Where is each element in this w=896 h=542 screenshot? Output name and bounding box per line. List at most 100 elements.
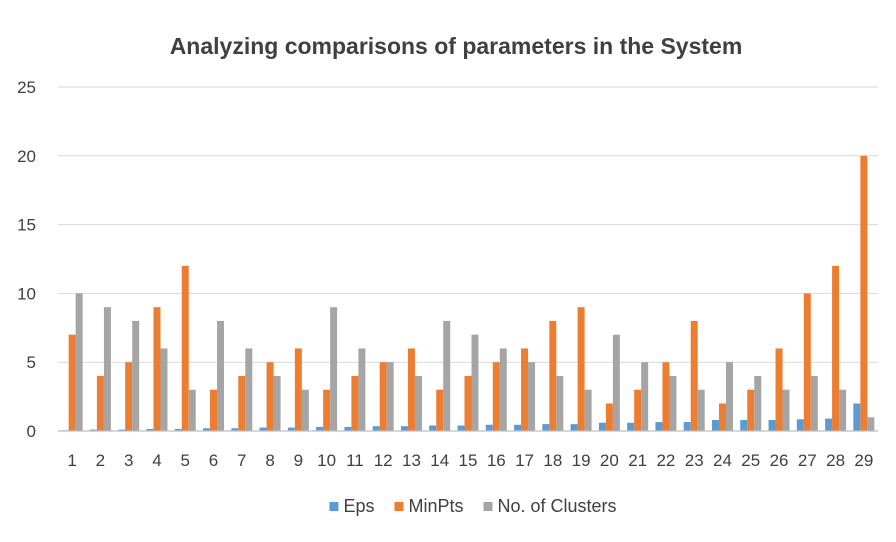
bar-eps-3: [118, 429, 126, 431]
bar-minpts-29: [860, 155, 868, 432]
x-tick-label: 8: [265, 451, 274, 470]
bar-no-of-clusters-14: [443, 320, 451, 431]
x-tick-label: 29: [854, 451, 873, 470]
bar-eps-12: [372, 426, 380, 431]
bar-no-of-clusters-7: [245, 348, 253, 431]
bar-no-of-clusters-12: [386, 362, 394, 431]
bar-eps-9: [287, 427, 295, 431]
bar-eps-16: [485, 424, 493, 431]
bar-no-of-clusters-24: [725, 362, 733, 431]
bars: [61, 155, 875, 432]
bar-eps-14: [429, 425, 437, 431]
bar-minpts-8: [266, 362, 274, 431]
x-tick-label: 22: [656, 451, 675, 470]
bar-eps-23: [683, 422, 691, 431]
bar-minpts-2: [96, 375, 104, 431]
x-tick-label: 5: [181, 451, 190, 470]
y-tick-label: 25: [17, 78, 36, 97]
bar-minpts-6: [210, 389, 218, 431]
bar-minpts-9: [294, 348, 302, 431]
x-tick-label: 21: [628, 451, 647, 470]
bar-no-of-clusters-15: [471, 334, 479, 431]
bar-no-of-clusters-20: [612, 334, 620, 431]
bar-no-of-clusters-16: [499, 348, 507, 431]
bar-minpts-15: [464, 375, 472, 431]
legend-label: No. of Clusters: [498, 496, 617, 516]
bar-eps-10: [316, 426, 324, 431]
x-tick-label: 6: [209, 451, 218, 470]
bar-eps-29: [853, 403, 861, 431]
bar-minpts-27: [803, 293, 811, 431]
bar-minpts-23: [690, 320, 698, 431]
x-tick-label: 13: [402, 451, 421, 470]
bar-minpts-5: [181, 265, 189, 431]
y-tick-label: 15: [17, 216, 36, 235]
x-axis-tick-labels: 1 2 3 4 5 6 7 8 9 10 11 12 13 14 15 16 17 18 19 20 21 22 23 24 2…: [67, 451, 873, 470]
bar-minpts-24: [718, 403, 726, 431]
legend-label: MinPts: [408, 496, 463, 516]
bar-no-of-clusters-6: [217, 320, 225, 431]
bar-no-of-clusters-3: [132, 320, 140, 431]
x-tick-label: 28: [826, 451, 845, 470]
y-tick-label: 5: [27, 353, 36, 372]
x-tick-label: 16: [487, 451, 506, 470]
bar-eps-13: [400, 426, 408, 431]
bar-no-of-clusters-19: [584, 389, 592, 431]
bar-no-of-clusters-13: [414, 375, 422, 431]
bar-minpts-20: [605, 403, 613, 431]
bar-no-of-clusters-28: [839, 389, 847, 431]
bar-eps-8: [259, 427, 267, 431]
bar-minpts-14: [436, 389, 444, 431]
bar-minpts-12: [379, 362, 387, 431]
bar-minpts-11: [351, 375, 359, 431]
bar-eps-21: [627, 422, 635, 431]
bar-minpts-25: [747, 389, 755, 431]
bar-minpts-26: [775, 348, 783, 431]
bar-eps-24: [711, 419, 719, 431]
legend-item-no-of-clusters: No. of Clusters: [483, 496, 617, 516]
x-tick-label: 12: [374, 451, 393, 470]
legend-swatch: [483, 502, 493, 511]
bar-no-of-clusters-8: [273, 375, 281, 431]
bar-minpts-13: [407, 348, 415, 431]
bar-no-of-clusters-21: [641, 362, 649, 431]
x-tick-label: 10: [317, 451, 336, 470]
bar-minpts-28: [832, 265, 840, 431]
x-tick-label: 26: [770, 451, 789, 470]
legend-label: Eps: [343, 496, 374, 516]
bar-minpts-7: [238, 375, 246, 431]
x-tick-label: 17: [515, 451, 534, 470]
bar-no-of-clusters-25: [754, 375, 762, 431]
x-tick-label: 2: [96, 451, 105, 470]
x-tick-label: 4: [152, 451, 161, 470]
bar-eps-20: [598, 422, 606, 431]
bar-eps-27: [796, 419, 804, 431]
x-tick-label: 14: [430, 451, 449, 470]
legend-swatch: [394, 502, 404, 511]
bar-eps-19: [570, 424, 578, 431]
bar-no-of-clusters-23: [697, 389, 705, 431]
bar-eps-22: [655, 422, 663, 431]
legend: Eps MinPts No. of Clusters: [329, 496, 617, 516]
gridlines: [58, 86, 878, 363]
bar-no-of-clusters-18: [556, 375, 564, 431]
y-tick-label: 10: [17, 284, 36, 303]
x-tick-label: 23: [685, 451, 704, 470]
bar-no-of-clusters-10: [330, 307, 338, 431]
bar-eps-2: [89, 429, 97, 431]
bar-minpts-18: [549, 320, 557, 431]
x-tick-label: 19: [572, 451, 591, 470]
bar-minpts-19: [577, 307, 585, 431]
bar-eps-11: [344, 426, 352, 431]
x-tick-label: 3: [124, 451, 133, 470]
x-tick-label: 15: [459, 451, 478, 470]
bar-minpts-1: [68, 334, 76, 431]
bar-no-of-clusters-5: [188, 389, 196, 431]
bar-eps-17: [514, 424, 522, 431]
bar-eps-5: [174, 428, 182, 431]
bar-minpts-4: [153, 307, 161, 431]
bar-eps-4: [146, 428, 154, 431]
legend-swatch: [329, 502, 339, 511]
